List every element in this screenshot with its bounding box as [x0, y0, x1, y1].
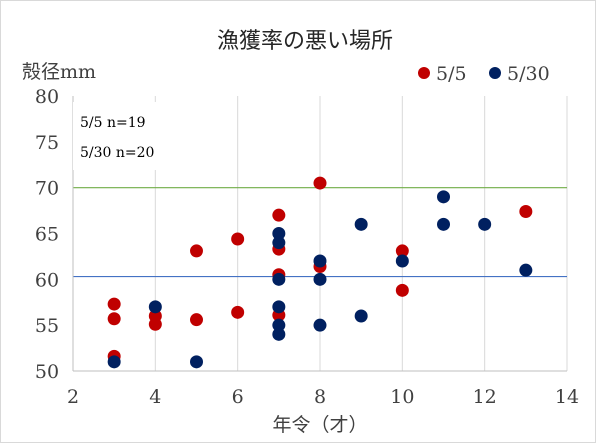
x-tick-label: 10 [390, 386, 414, 408]
data-point-series-1 [313, 176, 327, 190]
data-point-series-2 [272, 272, 286, 286]
data-point-series-1 [148, 317, 162, 331]
x-tick-label: 2 [67, 386, 79, 408]
data-point-series-2 [272, 318, 286, 332]
data-point-series-2 [272, 300, 286, 314]
y-tick-label: 75 [35, 132, 59, 154]
y-tick-label: 65 [35, 224, 59, 246]
data-point-series-1 [231, 305, 245, 319]
data-point-series-1 [107, 312, 121, 326]
data-point-series-2 [313, 318, 327, 332]
x-tick-label: 8 [314, 386, 326, 408]
y-tick-label: 80 [35, 86, 59, 108]
x-tick-label: 12 [473, 386, 497, 408]
y-tick-label: 60 [35, 269, 59, 291]
data-point-series-1 [272, 208, 286, 222]
y-tick-label: 55 [35, 315, 59, 337]
data-point-series-2 [354, 309, 368, 323]
data-point-series-1 [395, 244, 409, 258]
data-point-series-2 [354, 217, 368, 231]
y-tick-label: 70 [35, 178, 59, 200]
data-point-series-2 [190, 355, 203, 369]
x-tick-label: 14 [555, 386, 579, 408]
data-point-series-2 [478, 217, 492, 231]
x-axis-label: 年令（才） [272, 414, 367, 436]
x-tick-label: 4 [149, 386, 161, 408]
x-tick-label: 6 [232, 386, 244, 408]
data-point-series-1 [395, 283, 409, 297]
data-point-series-2 [272, 327, 286, 341]
annotation-line-2: 5/30 n=20 [80, 145, 154, 161]
data-point-series-2 [148, 300, 162, 314]
data-point-series-1 [190, 244, 203, 258]
y-axis-label: 殻径mm [22, 61, 96, 83]
tick-labels: 2 4 6 8 10 12 14 50 55 60 65 70 75 80 [35, 86, 579, 408]
legend-marker-series-2 [489, 67, 501, 79]
annotation-box: 5/5 n=19 5/30 n=20 [73, 102, 183, 170]
data-point-series-1 [107, 297, 121, 311]
chart-title: 漁獲率の悪い場所 [217, 29, 393, 54]
legend-label-series-2: 5/30 [507, 63, 550, 85]
data-point-series-2 [272, 227, 286, 240]
grid-lines [154, 96, 568, 371]
data-point-series-2 [437, 217, 450, 231]
legend: 5/5 5/30 [418, 63, 550, 85]
data-point-series-2 [395, 254, 409, 268]
data-point-series-2 [519, 263, 533, 277]
annotation-line-1: 5/5 n=19 [80, 115, 146, 131]
y-tick-label: 50 [35, 361, 59, 383]
data-point-series-2 [437, 190, 450, 204]
legend-label-series-1: 5/5 [436, 63, 467, 85]
data-point-series-2 [272, 236, 286, 250]
data-point-series-1 [519, 205, 533, 218]
data-points [107, 176, 533, 369]
data-point-series-2 [313, 254, 327, 268]
data-point-series-1 [190, 313, 203, 327]
legend-marker-series-1 [418, 67, 430, 79]
data-point-series-1 [231, 232, 245, 246]
data-point-series-2 [313, 272, 327, 286]
data-point-series-2 [107, 355, 121, 369]
